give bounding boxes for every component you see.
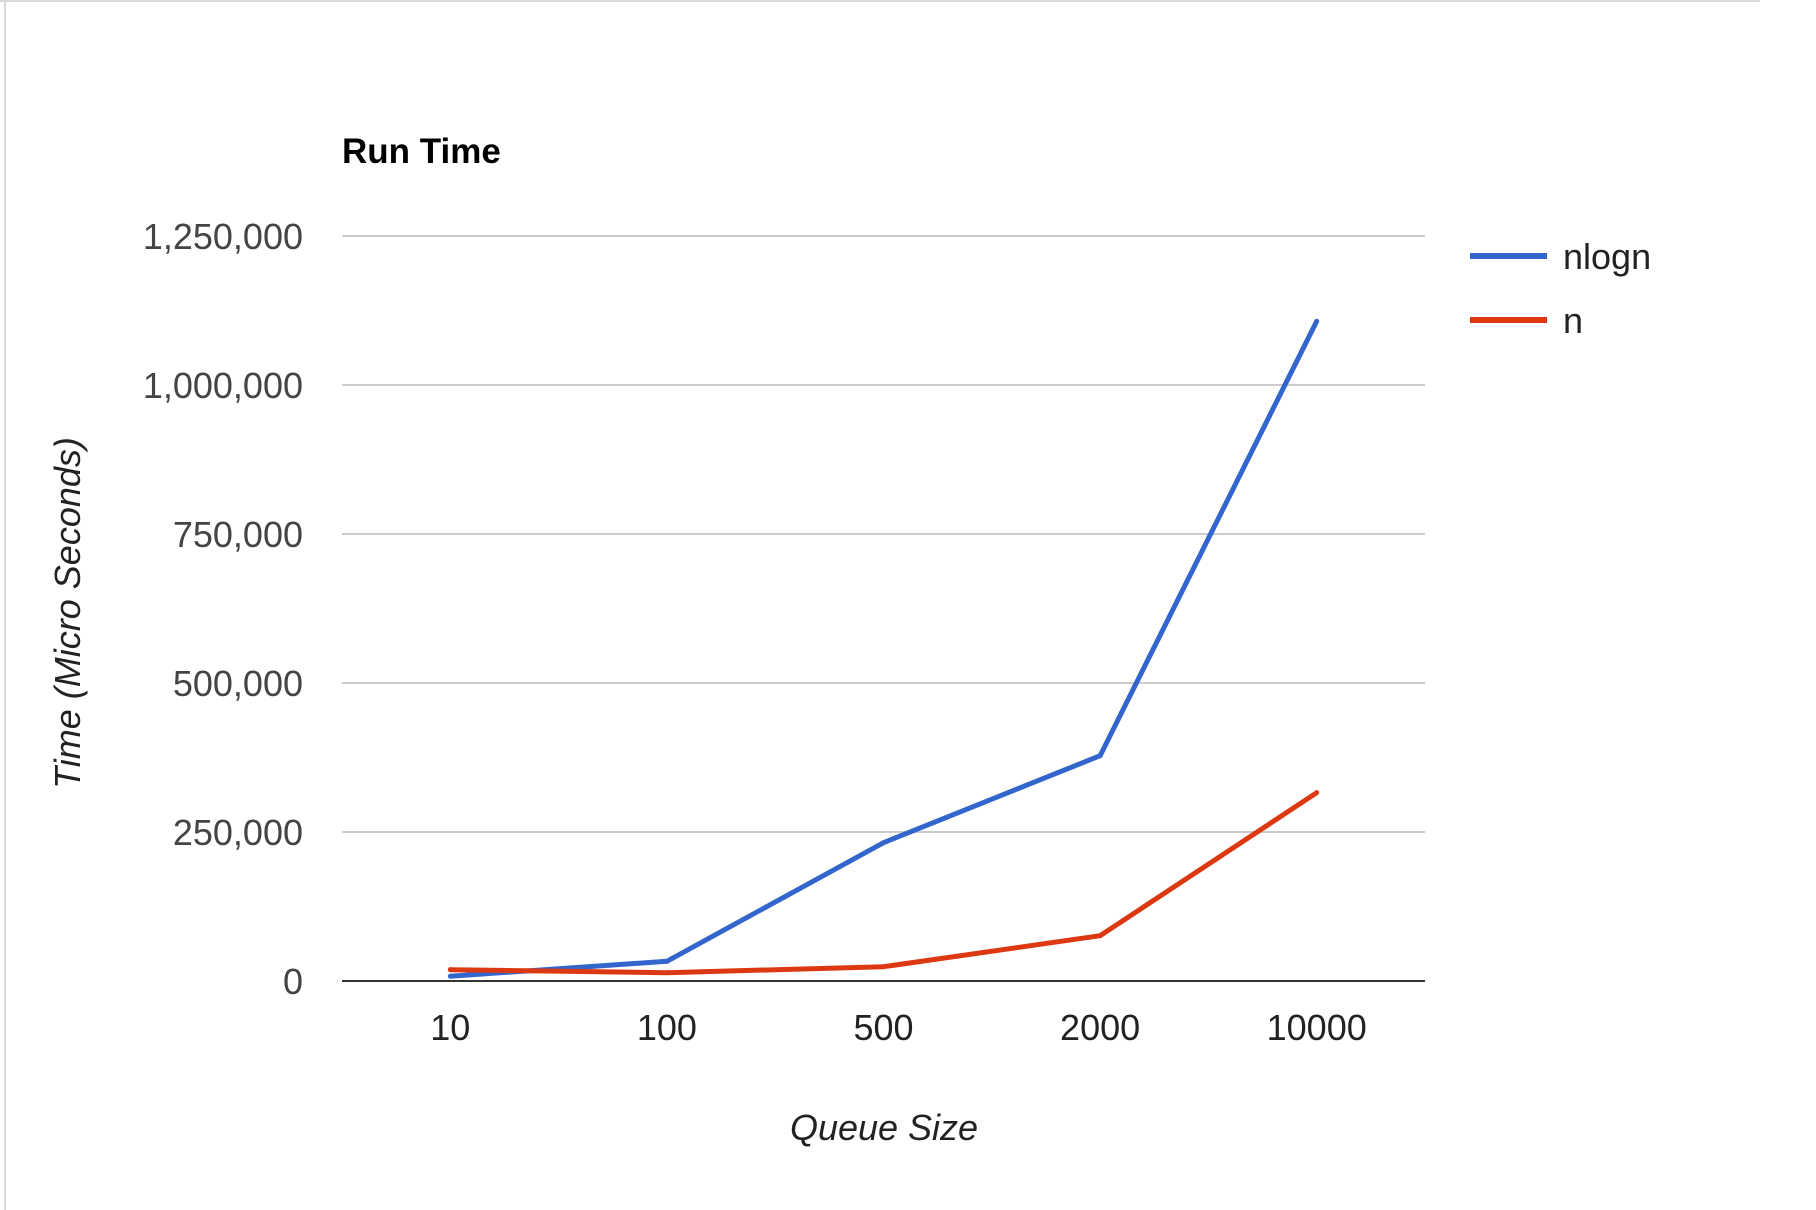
y-axis-tick-labels: 0 250,000 500,000 750,000 1,000,000 1,250,000 (143, 216, 303, 1002)
data-point-nlogn (1097, 753, 1103, 759)
data-point-n (1097, 933, 1103, 939)
y-tick-label: 750,000 (173, 514, 303, 555)
series-lines (447, 318, 1320, 979)
data-point-n (664, 970, 670, 976)
legend: nlogn n (1470, 236, 1651, 341)
x-tick-label: 100 (637, 1007, 697, 1048)
data-point-n (881, 964, 886, 970)
data-point-n (1314, 790, 1320, 796)
data-point-nlogn (664, 958, 670, 964)
series-line-n (450, 790, 1319, 976)
x-tick-label: 2000 (1060, 1007, 1140, 1048)
data-point-nlogn (447, 973, 453, 979)
data-point-nlogn (881, 840, 886, 846)
y-tick-label: 250,000 (173, 812, 303, 853)
y-tick-label: 1,000,000 (143, 365, 303, 406)
y-axis-title: Time (Micro Seconds) (47, 437, 88, 789)
gridlines (342, 235, 1425, 833)
x-tick-label: 10 (430, 1007, 470, 1048)
data-point-n (447, 967, 453, 973)
chart-title: Run Time (342, 132, 501, 171)
data-point-nlogn (1314, 318, 1320, 324)
x-axis-title: Queue Size (790, 1107, 978, 1148)
legend-label-nlogn: nlogn (1563, 236, 1651, 277)
y-tick-label: 500,000 (173, 663, 303, 704)
y-tick-label: 0 (283, 961, 303, 1002)
x-tick-label: 500 (853, 1007, 913, 1048)
x-axis-tick-labels: 10 100 500 2000 10000 (430, 1007, 1366, 1048)
x-tick-label: 10000 (1267, 1007, 1367, 1048)
legend-label-n: n (1563, 300, 1583, 341)
y-tick-label: 1,250,000 (143, 216, 303, 257)
